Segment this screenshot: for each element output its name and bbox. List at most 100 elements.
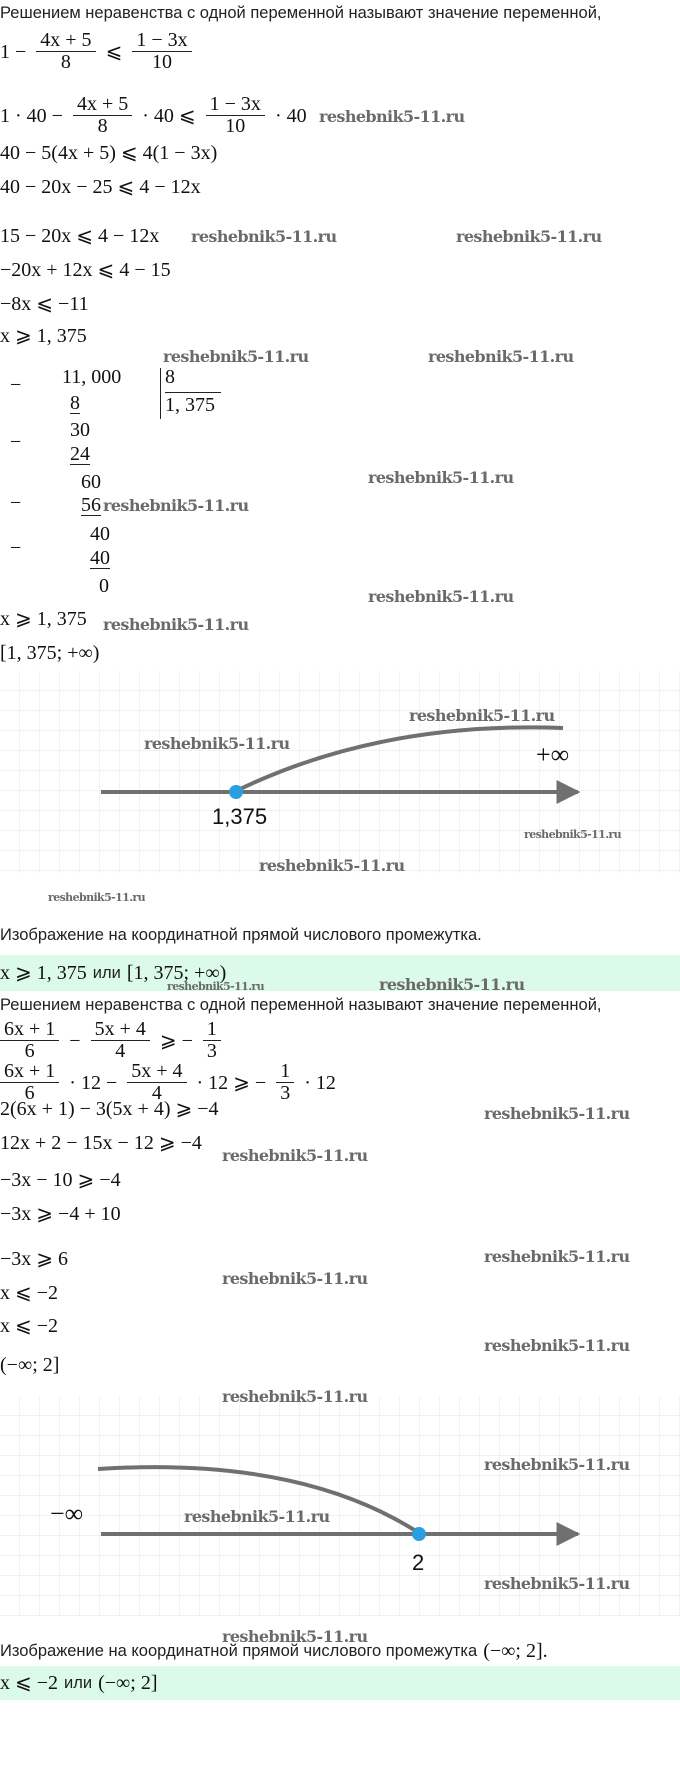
- denominator: 4: [127, 1082, 187, 1104]
- minus-sign: −: [10, 492, 22, 514]
- result: x ⩾ 1, 375: [0, 608, 87, 630]
- watermark: reshebnik5-11.ru: [484, 1336, 630, 1355]
- watermark: reshebnik5-11.ru: [456, 227, 602, 246]
- watermark: reshebnik5-11.ru: [167, 980, 265, 993]
- watermark: reshebnik5-11.ru: [103, 615, 249, 634]
- numerator: 1 − 3x: [209, 93, 261, 115]
- intro-text: Решением неравенства с одной переменной …: [0, 4, 602, 22]
- answer-band: x ⩾ 1, 375 или [1, 375; +∞): [0, 955, 680, 991]
- caption: Изображение на координатной прямой число…: [0, 926, 482, 944]
- step: 2(6x + 1) − 3(5x + 4) ⩾ −4: [0, 1098, 219, 1120]
- dividend: 11, 000: [62, 366, 122, 388]
- division-row: 8: [70, 392, 80, 414]
- denominator: 3: [276, 1082, 295, 1104]
- numerator: 6x + 1: [4, 1018, 56, 1040]
- watermark: reshebnik5-11.ru: [428, 347, 574, 366]
- division-row: 40: [90, 547, 110, 569]
- step: 40 − 5(4x + 5) ⩽ 4(1 − 3x): [0, 142, 218, 164]
- watermark: reshebnik5-11.ru: [163, 347, 309, 366]
- expr: · 12: [304, 1071, 336, 1094]
- point-label: 1,375: [212, 804, 267, 829]
- division-row: 60: [81, 471, 101, 493]
- denominator: 3: [202, 1040, 221, 1062]
- expr: 1 · 40 −: [0, 104, 63, 127]
- numerator: 5x + 4: [131, 1060, 183, 1082]
- answer-inequality: x ⩽ −2: [0, 1672, 59, 1694]
- step: x ⩽ −2: [0, 1282, 59, 1304]
- minus-sign: −: [10, 537, 22, 559]
- division-row: 40: [90, 523, 110, 545]
- watermark: reshebnik5-11.ru: [409, 706, 555, 725]
- minus-sign: −: [10, 374, 22, 396]
- fraction: 1 − 3x 10: [132, 29, 192, 73]
- denominator: 10: [205, 115, 265, 137]
- caption-interval: (−∞; 2].: [483, 1640, 548, 1662]
- watermark: reshebnik5-11.ru: [484, 1574, 630, 1593]
- numerator: 1 − 3x: [136, 29, 188, 51]
- step: x ⩽ −2: [0, 1315, 59, 1337]
- step: −3x − 10 ⩾ −4: [0, 1169, 121, 1191]
- expr: 1 −: [0, 40, 27, 63]
- operator: ⩾ −: [159, 1029, 193, 1052]
- point-marker: [412, 1527, 426, 1541]
- watermark: reshebnik5-11.ru: [222, 1387, 368, 1406]
- fraction: 1 − 3x 10: [205, 93, 265, 137]
- answer-band: x ⩽ −2 или (−∞; 2]: [0, 1666, 680, 1700]
- step: 15 − 20x ⩽ 4 − 12x: [0, 225, 160, 247]
- point-label: 2: [412, 1550, 424, 1575]
- interval-arc: [235, 725, 564, 793]
- expr: · 12 −: [69, 1071, 118, 1094]
- infinity-label: −∞: [50, 1499, 83, 1528]
- watermark: reshebnik5-11.ru: [368, 587, 514, 606]
- division-row: 30: [70, 419, 90, 441]
- denominator: 4: [90, 1040, 150, 1062]
- watermark: reshebnik5-11.ru: [484, 1247, 630, 1266]
- denominator: 6: [0, 1082, 60, 1104]
- step: x ⩾ 1, 375: [0, 325, 87, 347]
- operator: −: [69, 1029, 81, 1052]
- divisor-line: [165, 392, 221, 393]
- intro-text: Решением неравенства с одной переменной …: [0, 996, 602, 1014]
- watermark: reshebnik5-11.ru: [103, 496, 249, 515]
- number-line-chart-2: 2 −∞: [0, 1396, 680, 1616]
- watermark: reshebnik5-11.ru: [191, 227, 337, 246]
- watermark: reshebnik5-11.ru: [184, 1507, 330, 1526]
- watermark: reshebnik5-11.ru: [484, 1455, 630, 1474]
- number-line-chart-1: 1,375 +∞: [0, 671, 680, 873]
- numerator: 5x + 4: [94, 1018, 146, 1040]
- expr: · 12 ⩾ −: [196, 1071, 267, 1094]
- watermark: reshebnik5-11.ru: [379, 975, 525, 994]
- quotient: 1, 375: [165, 394, 215, 416]
- interval-arc: [97, 1465, 421, 1535]
- numerator: 1: [280, 1060, 291, 1082]
- watermark: reshebnik5-11.ru: [222, 1269, 368, 1288]
- denominator: 10: [132, 51, 192, 73]
- point-marker: [229, 785, 243, 799]
- minus-sign: −: [10, 431, 22, 453]
- step: 12x + 2 − 15x − 12 ⩾ −4: [0, 1132, 202, 1154]
- numerator: 1: [206, 1018, 217, 1040]
- division-row: 56: [81, 494, 101, 516]
- division-row: 24: [70, 443, 90, 465]
- answer: x ⩽ −2 или (−∞; 2]: [0, 1672, 158, 1694]
- answer-inequality: x ⩾ 1, 375: [0, 962, 87, 984]
- answer-interval: (−∞; 2]: [98, 1672, 158, 1694]
- expr: · 40 ⩽: [142, 104, 196, 127]
- numerator: 6x + 1: [4, 1060, 56, 1082]
- grid: [0, 671, 680, 873]
- watermark: reshebnik5-11.ru: [319, 107, 465, 126]
- step: −3x ⩾ −4 + 10: [0, 1203, 121, 1225]
- watermark: reshebnik5-11.ru: [222, 1627, 368, 1646]
- division-row: 0: [99, 575, 109, 597]
- watermark: reshebnik5-11.ru: [48, 891, 146, 904]
